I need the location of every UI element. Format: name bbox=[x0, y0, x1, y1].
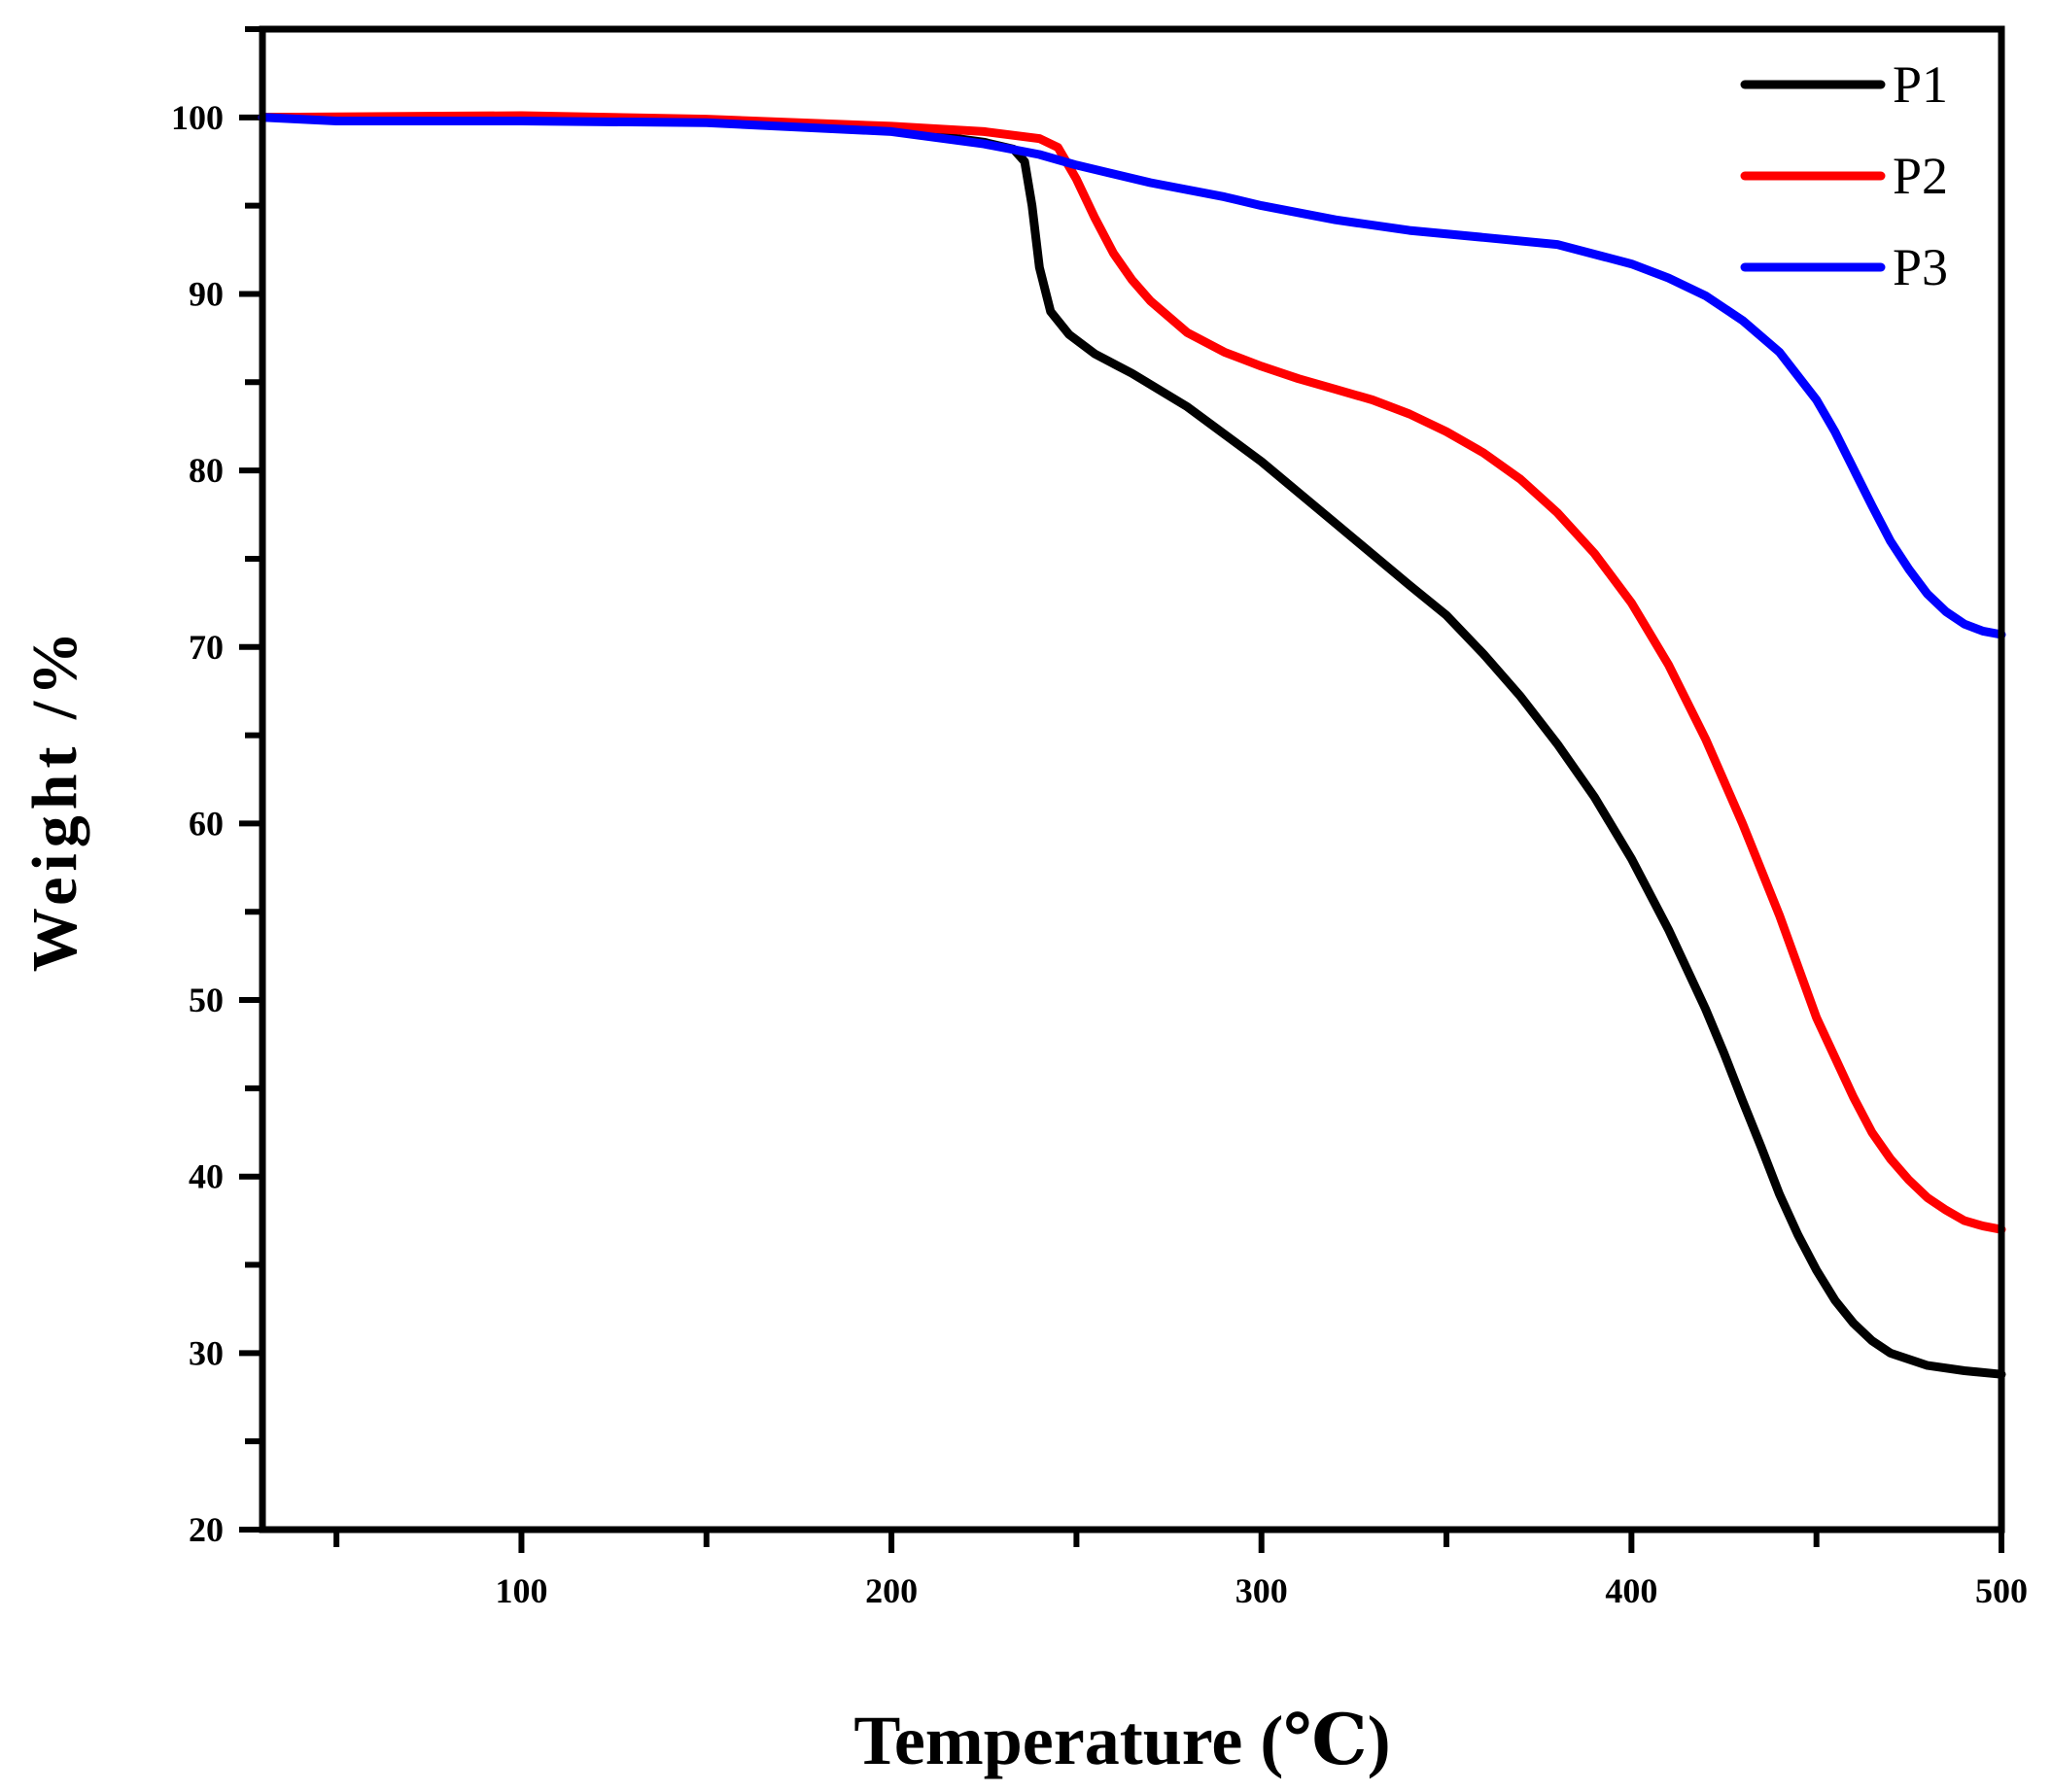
y-tick-label: 50 bbox=[189, 981, 224, 1019]
x-axis-title: Temperature (℃) bbox=[853, 1702, 1390, 1779]
y-tick-label: 30 bbox=[189, 1333, 224, 1372]
series-line-p2 bbox=[258, 111, 2006, 1234]
legend-label-p2: P2 bbox=[1893, 147, 1948, 205]
y-tick-label: 90 bbox=[189, 274, 224, 313]
series-line-p3 bbox=[258, 113, 2006, 639]
x-tick-label: 300 bbox=[1235, 1571, 1288, 1610]
y-tick-label: 40 bbox=[189, 1157, 224, 1196]
curves-layer bbox=[258, 111, 2006, 1379]
y-axis-title: Weight /% bbox=[19, 626, 90, 973]
x-tick-label: 500 bbox=[1975, 1571, 2028, 1610]
x-tick-label: 100 bbox=[495, 1571, 547, 1610]
legend-label-p3: P3 bbox=[1893, 238, 1948, 296]
y-tick-label: 70 bbox=[189, 628, 224, 667]
legend: P1 P2 P3 bbox=[1740, 55, 1948, 296]
y-tick-label: 100 bbox=[171, 98, 224, 137]
y-tick-label: 20 bbox=[189, 1510, 224, 1549]
legend-label-p1: P1 bbox=[1893, 55, 1948, 114]
y-tick-label: 60 bbox=[189, 804, 224, 843]
ticks-layer: 100 200 300 400 500 20 30 40 50 60 70 80 90 100 bbox=[171, 26, 2028, 1610]
plot-frame bbox=[259, 25, 2005, 1534]
y-tick-label: 80 bbox=[189, 451, 224, 490]
x-tick-label: 200 bbox=[865, 1571, 918, 1610]
series-line-p1 bbox=[258, 113, 2006, 1379]
x-tick-label: 400 bbox=[1605, 1571, 1657, 1610]
